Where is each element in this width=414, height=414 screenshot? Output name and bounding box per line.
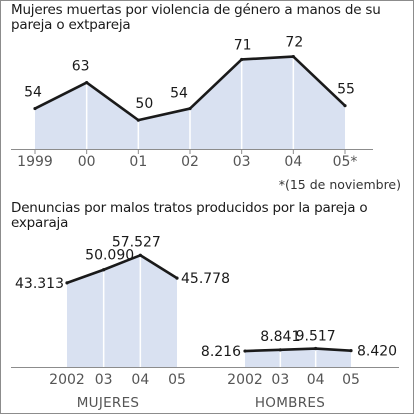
hombres-data-label: 8.216 (201, 344, 241, 360)
hombres-tick-label: 2002 (227, 372, 263, 388)
victims-point (291, 54, 295, 59)
mujeres-line (66, 253, 178, 285)
hombres-point (349, 349, 353, 353)
victims-tick-label: 03 (233, 154, 251, 170)
mujeres-point (102, 268, 106, 272)
mujeres-point (65, 281, 69, 285)
victims-tick-label: 00 (78, 154, 96, 170)
mujeres-data-label: 50.090 (85, 248, 134, 264)
mujeres-data-label: 57.527 (112, 234, 161, 250)
victims-data-label: 55 (337, 82, 355, 98)
victims-data-label: 54 (24, 85, 42, 101)
victims-point (136, 118, 140, 122)
hombres-line (244, 347, 352, 353)
hombres-point (243, 349, 247, 353)
victims-point (343, 104, 347, 108)
victims-point (85, 80, 89, 85)
victims-area (35, 56, 345, 149)
victims-point (33, 106, 37, 111)
hombres-tick-label: 03 (271, 372, 289, 388)
mujeres-tick-label: 04 (131, 372, 149, 388)
hombres-area (245, 348, 351, 367)
hombres-tick-label: 05 (342, 372, 360, 388)
hombres-point (314, 346, 318, 351)
mujeres-point (175, 276, 179, 280)
mujeres-tick-label: 2002 (49, 372, 85, 388)
victims-data-label: 63 (72, 59, 90, 75)
victims-data-label: 72 (285, 35, 303, 51)
group-label-mujeres: MUJERES (77, 395, 140, 411)
mujeres-tick-label: 05 (168, 372, 186, 388)
victims-data-label: 71 (234, 37, 252, 53)
victims-point (240, 57, 244, 62)
victims-point (188, 106, 192, 111)
mujeres-tick-label: 03 (95, 372, 113, 388)
hombres-data-label: 9.517 (296, 329, 336, 345)
hombres-tick-label: 04 (307, 372, 325, 388)
footnote: *(15 de noviembre) (278, 177, 401, 192)
victims-tick-label: 04 (284, 154, 302, 170)
victims-data-label: 54 (170, 86, 188, 102)
victims-tick-label: 01 (129, 154, 147, 170)
victims-data-label: 50 (135, 96, 153, 112)
victims-tick-label: 02 (181, 154, 199, 170)
victims-tick-label: 1999 (17, 154, 53, 170)
mujeres-data-label: 43.313 (15, 276, 64, 292)
hombres-data-label: 8.420 (357, 344, 397, 360)
chart-title-complaints: Denuncias por malos tratos producidos po… (11, 200, 368, 231)
mujeres-data-label: 45.778 (181, 271, 230, 287)
hombres-point (278, 348, 282, 352)
group-label-hombres: HOMBRES (255, 395, 325, 411)
hombres-data-label: 8.841 (260, 329, 300, 345)
mujeres-point (138, 253, 142, 257)
victims-tick-label: 05* (333, 154, 358, 170)
mujeres-area (67, 255, 177, 367)
chart-title-victims: Mujeres muertas por violencia de género … (11, 2, 381, 33)
